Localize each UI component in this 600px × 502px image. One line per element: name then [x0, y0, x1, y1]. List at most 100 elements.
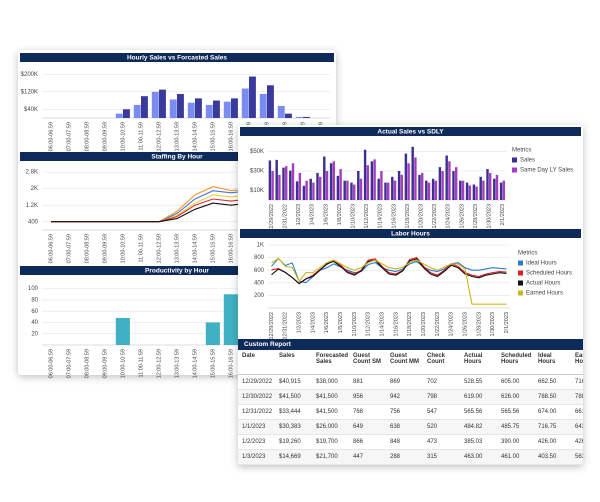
table-cell: $41,500	[312, 404, 349, 420]
table-cell: $40,915	[275, 374, 312, 390]
bar	[373, 159, 376, 200]
x-tick-label: 1/2/2023	[297, 312, 303, 333]
table-cell: 869	[386, 374, 423, 390]
table-cell: 565.56	[497, 404, 534, 420]
table-cell: 473	[423, 434, 460, 450]
x-tick-label: 2/1/2023	[504, 312, 510, 333]
table-cell: 662.50	[534, 374, 571, 390]
bar	[336, 175, 340, 200]
y-tick-label: $200K	[21, 72, 38, 78]
column-header: Forecasted Sales	[312, 350, 349, 375]
table-cell: $14,669	[275, 449, 312, 465]
x-tick-label: 11:00-11:59	[138, 122, 144, 151]
bar	[448, 161, 451, 200]
table-cell: 12/31/2022	[238, 404, 275, 420]
y-tick-label: $30K	[250, 169, 264, 175]
x-tick-label: 12/31/2022	[282, 204, 288, 232]
y-tick-label: 2K	[31, 186, 38, 192]
table-title: Custom Report	[238, 339, 583, 350]
bar	[452, 171, 455, 200]
table-row: 1/2/2023 $19,260 $19,700 866 848 473 385.03 390…	[238, 434, 583, 450]
bar	[141, 96, 148, 118]
chart-header	[20, 53, 334, 62]
table-cell: 563.50	[571, 449, 583, 465]
bar	[387, 182, 390, 200]
table-cell: $33,444	[275, 404, 312, 420]
table-cell: $19,700	[312, 434, 349, 450]
bar	[309, 178, 312, 200]
bar	[275, 159, 278, 200]
bar	[479, 176, 482, 200]
bar	[459, 180, 462, 200]
table-cell: 956	[349, 389, 386, 405]
x-tick-label: 1/4/2023	[310, 312, 316, 333]
table-cell: 447	[349, 449, 386, 465]
y-tick-label: 200	[254, 293, 265, 299]
chart-title: Hourly Sales vs Forcasted Sales	[127, 55, 227, 62]
table-cell: 674.00	[534, 404, 571, 420]
table-cell: 403.50	[534, 449, 571, 465]
bar	[472, 184, 476, 200]
table-cell: 426.00	[534, 434, 571, 450]
column-header: Date	[238, 350, 275, 375]
x-tick-label: 1/2/2023	[296, 204, 302, 225]
bar	[363, 149, 367, 200]
x-tick-label: 06:00-06:59	[48, 349, 54, 378]
legend-label: Scheduled Hours	[526, 271, 572, 277]
bar	[359, 178, 363, 200]
table-cell: 288	[386, 449, 423, 465]
column-header: Scheduled Hours	[497, 350, 534, 375]
y-tick-label: 60	[31, 309, 38, 315]
x-tick-label: 1/6/2023	[323, 204, 329, 225]
x-tick-label: 1/12/2023	[366, 312, 372, 336]
y-tick-label: 800	[254, 255, 265, 261]
legend-label: Same Day LY Sales	[520, 168, 573, 174]
table-cell: $21,700	[312, 449, 349, 465]
chart-title: Labor Hours	[391, 231, 430, 238]
table-cell: 315	[423, 449, 460, 465]
x-tick-label: 1/30/2023	[490, 312, 496, 336]
table-cell: 768	[349, 404, 386, 420]
table-cell: 716.75	[534, 419, 571, 435]
table-cell: $41,500	[275, 389, 312, 405]
bar	[282, 167, 285, 200]
bar	[195, 98, 202, 118]
x-tick-label: 1/22/2023	[432, 204, 438, 228]
table-cell: 661.50	[571, 404, 583, 420]
bar	[316, 172, 319, 200]
legend-title: Metrics	[512, 148, 531, 154]
x-tick-label: 09:00-09:59	[102, 349, 108, 378]
bar	[133, 104, 141, 118]
x-tick-label: 2/1/2023	[500, 204, 506, 225]
custom-report: Custom Report Date Sales Forecasted Sales G…	[238, 339, 583, 465]
bar	[302, 185, 306, 200]
bar	[411, 146, 414, 200]
legend-swatch	[518, 280, 523, 286]
x-tick-label: 08:00-08:59	[84, 349, 90, 378]
table-cell: 1/3/2023	[238, 449, 275, 465]
bar	[259, 94, 267, 118]
bar	[323, 156, 326, 200]
chart-header	[240, 127, 581, 136]
x-tick-label: 12:00-12:59	[156, 234, 162, 263]
bar	[277, 106, 285, 118]
bar	[427, 182, 431, 200]
bar	[205, 104, 213, 118]
bar	[187, 102, 195, 118]
bar	[393, 180, 397, 200]
bar	[159, 89, 166, 118]
bar	[115, 317, 130, 345]
bar	[241, 88, 249, 118]
x-tick-label: 06:00-06:59	[48, 122, 54, 151]
x-tick-label: 1/16/2023	[393, 312, 399, 336]
table-cell: 1/2/2023	[238, 434, 275, 450]
bar	[332, 161, 336, 200]
bar	[418, 174, 421, 200]
y-tick-label: 1.2K	[26, 203, 38, 209]
bar	[325, 171, 329, 200]
bar	[377, 178, 380, 200]
table-row: 12/29/2022 $40,915 $38,000 881 869 702 528.55 6…	[238, 374, 583, 390]
column-header: Ideal Hours	[534, 350, 571, 375]
y-tick-label: $10K	[250, 188, 264, 194]
table-cell: 626.00	[497, 389, 534, 405]
